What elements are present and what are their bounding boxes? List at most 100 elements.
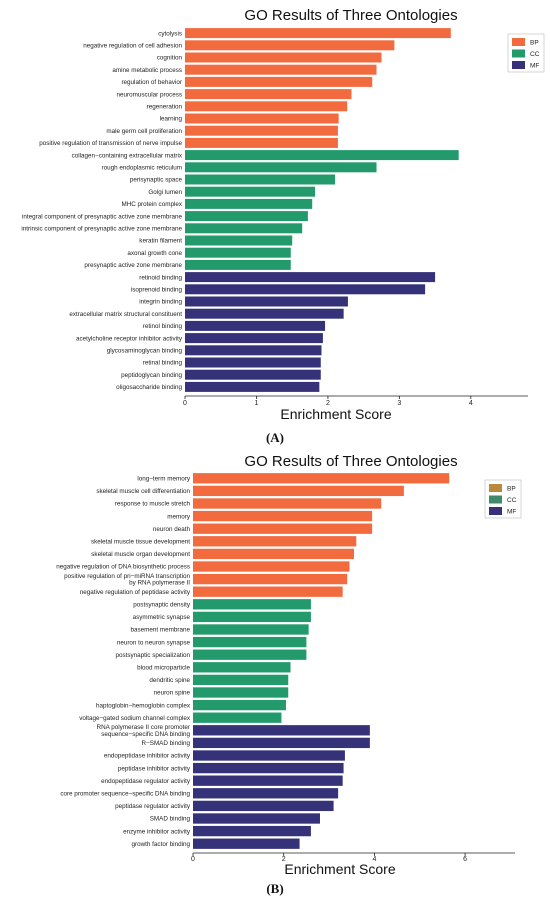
legend-label: MF (530, 62, 539, 69)
category-label: amine metabolic process (112, 67, 182, 74)
bar (185, 284, 426, 295)
bar (193, 649, 307, 660)
category-label: asymmetric synapse (133, 614, 191, 621)
x-tick-label: 4 (469, 400, 473, 407)
legend-swatch (512, 49, 525, 58)
bar (185, 211, 308, 222)
category-label: Golgi lumen (148, 189, 182, 196)
x-tick-label: 4 (372, 856, 376, 863)
bar (193, 573, 348, 585)
bar (185, 125, 338, 136)
legend: BP CC MF (507, 33, 545, 73)
bar (185, 28, 451, 39)
bar (185, 186, 316, 197)
category-label: haptoglobin−hemoglobin complex (96, 702, 191, 709)
category-label: basement membrane (130, 627, 190, 634)
category-label: neuron spine (154, 690, 191, 697)
legend-swatch (489, 484, 502, 492)
x-tick-label: 1 (255, 400, 259, 407)
category-label: skeletal muscle tissue development (91, 539, 190, 546)
category-label: integral component of presynaptic active… (22, 213, 182, 220)
category-label: MHC protein complex (121, 201, 182, 208)
category-label: postsynaptic specialization (115, 652, 190, 659)
legend-swatch (512, 61, 525, 69)
category-label: skeletal muscle cell differentiation (96, 488, 190, 495)
category-label: retinal binding (143, 360, 183, 367)
category-label: neuromuscular process (117, 91, 182, 98)
bar (193, 510, 373, 522)
bar (185, 64, 377, 75)
bar (193, 548, 354, 560)
category-label: perisynaptic space (130, 177, 183, 184)
category-label: regulation of behavior (121, 79, 182, 86)
bar (185, 272, 436, 283)
bar (193, 611, 311, 623)
category-label: negative regulation of cell adhesion (83, 43, 182, 50)
bar (193, 536, 357, 547)
category-label: blood microparticle (137, 665, 190, 672)
x-axis-label: Enrichment Score (280, 406, 391, 422)
bar (185, 333, 323, 344)
bar (185, 357, 321, 368)
legend-label: CC (530, 51, 540, 58)
category-label: dendritic spine (149, 677, 190, 684)
category-label: retinoid binding (139, 274, 182, 281)
bar (193, 586, 343, 597)
category-label: oligosaccharide binding (116, 384, 182, 391)
legend-label: BP (530, 39, 539, 46)
x-tick-label: 2 (326, 400, 330, 407)
bar (193, 788, 339, 799)
bar (193, 561, 350, 572)
panel-label: (B) (266, 881, 283, 896)
x-tick-label: 6 (463, 856, 467, 863)
bar (193, 750, 345, 761)
category-label: voltage−gated sodium channel complex (79, 715, 191, 722)
bar (185, 235, 293, 246)
bar (193, 599, 311, 610)
bar (185, 174, 336, 185)
category-label: positive regulation of pri−miRNA transcr… (64, 573, 190, 587)
legend-label: BP (507, 485, 516, 492)
category-label: enzyme inhibitor activity (123, 828, 191, 835)
bar (193, 825, 311, 837)
category-label: integrin binding (139, 299, 182, 306)
bar (185, 308, 344, 319)
bar (185, 76, 373, 87)
bar (185, 40, 395, 51)
bar (185, 52, 382, 63)
category-label: retinol binding (143, 323, 183, 330)
category-label: endopeptidase regulator activity (101, 778, 191, 785)
legend-swatch (489, 507, 502, 515)
bar (185, 137, 338, 148)
chart-panel-a: GO Results of Three Ontologies cytolysis n… (21, 7, 545, 445)
legend-label: CC (507, 497, 517, 504)
bar (185, 150, 459, 161)
category-label: cytolysis (158, 30, 182, 37)
category-label: learning (160, 116, 183, 123)
category-label: SMAD binding (150, 816, 191, 823)
x-tick-label: 0 (191, 856, 195, 863)
chart-title: GO Results of Three Ontologies (244, 453, 457, 470)
category-label: postsynaptic density (133, 602, 191, 609)
bar (193, 624, 309, 635)
bar (193, 775, 343, 786)
bar (185, 296, 348, 307)
category-label: axonal growth cone (127, 250, 182, 257)
category-label: memory (167, 513, 191, 520)
x-tick-label: 2 (282, 856, 286, 863)
x-axis-label: Enrichment Score (284, 861, 395, 877)
category-label: RNA polymerase II core promoter sequence−… (97, 724, 191, 738)
category-label: negative regulation of peptidase activit… (80, 589, 191, 596)
bar (193, 699, 286, 711)
panel-label: (A) (266, 430, 284, 445)
category-label: neuron to neuron synapse (117, 639, 191, 646)
category-label: R−SMAD binding (142, 740, 191, 747)
category-label: intrinsic component of presynaptic activ… (21, 226, 182, 233)
category-label: male germ cell proliferation (106, 128, 182, 135)
legend-swatch (512, 38, 525, 46)
bar (185, 381, 320, 392)
category-label: acetylcholine receptor inhibitor activit… (76, 335, 183, 342)
bar (185, 89, 352, 100)
category-label: negative regulation of DNA biosynthetic … (56, 564, 190, 571)
bar (185, 247, 291, 258)
